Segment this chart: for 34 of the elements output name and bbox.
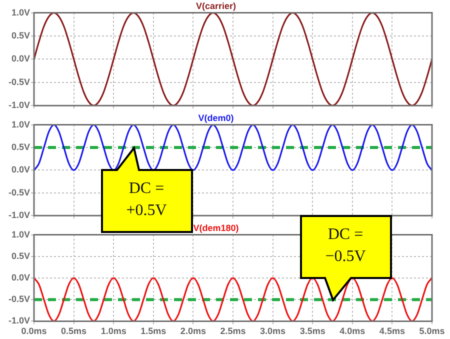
x-tick-label: 2.5ms xyxy=(220,326,246,336)
x-tick-label: 3.5ms xyxy=(300,326,326,336)
y-tick-label: 0.0V xyxy=(11,54,30,64)
y-tick-label: -0.5V xyxy=(8,187,30,198)
y-tick-label: 0.5V xyxy=(11,142,30,152)
line-series xyxy=(34,124,432,171)
chart-title: V(dem0) xyxy=(198,112,234,123)
x-tick-label: 1.0ms xyxy=(100,326,126,336)
y-tick-label: 1.0V xyxy=(11,229,30,240)
y-tick-label: 0.5V xyxy=(11,250,30,261)
annotation: DC = −0.5V xyxy=(324,224,367,267)
y-tick-label: 0.0V xyxy=(11,164,30,175)
x-tick-label: 0.5ms xyxy=(61,326,87,336)
chart-title: V(dem180) xyxy=(193,222,239,233)
y-tick-label: -0.5V xyxy=(8,76,30,87)
x-tick-label: 3.0ms xyxy=(260,326,286,336)
x-tick-label: 4.0ms xyxy=(340,326,366,336)
x-tick-label: 5.0ms xyxy=(419,326,445,336)
annotation: DC = +0.5V xyxy=(125,178,168,220)
y-tick-label: 0.5V xyxy=(11,30,30,40)
y-tick-label: -1.0V xyxy=(8,100,30,110)
y-tick-label: -1.0V xyxy=(8,316,30,326)
y-tick-label: -1.0V xyxy=(8,210,30,220)
x-tick-label: 2.0ms xyxy=(180,326,206,336)
y-tick-label: -0.5V xyxy=(8,294,30,304)
x-tick-label: 1.5ms xyxy=(140,326,166,336)
line-series xyxy=(34,277,432,322)
y-tick-label: 1.0V xyxy=(11,119,30,130)
x-tick-label: 4.5ms xyxy=(379,326,405,336)
line-series xyxy=(34,12,432,106)
y-tick-label: 0.0V xyxy=(11,272,30,282)
chart-title: V(carrier) xyxy=(196,0,236,11)
y-tick-label: 1.0V xyxy=(11,7,30,18)
x-tick-label: 0.0ms xyxy=(21,326,47,336)
